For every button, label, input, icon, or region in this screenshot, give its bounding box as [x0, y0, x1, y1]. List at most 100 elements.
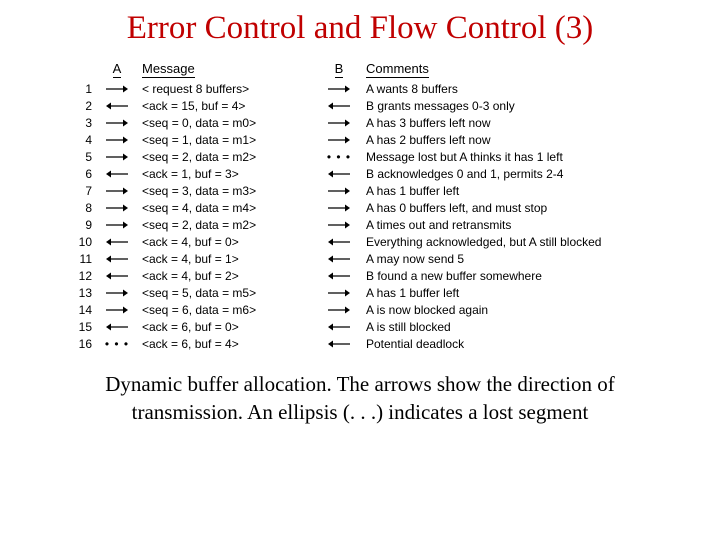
col-b-arrow	[318, 165, 360, 182]
row-number: 10	[60, 233, 98, 250]
table-row: 2 <ack = 15, buf = 4> B grants messages …	[60, 97, 607, 114]
comment-cell: A may now send 5	[360, 250, 607, 267]
comment-cell: A has 3 buffers left now	[360, 114, 607, 131]
arrow-left-icon	[327, 101, 351, 111]
ellipsis-icon: • • •	[327, 150, 351, 164]
message-cell: <ack = 1, buf = 3>	[136, 165, 318, 182]
col-b-arrow	[318, 216, 360, 233]
header-comments: Comments	[360, 61, 607, 80]
buffer-table: A Message B Comments 1 < request 8 buffe…	[60, 61, 607, 352]
arrow-right-icon	[327, 305, 351, 315]
col-a-arrow	[98, 80, 136, 97]
comment-cell: Everything acknowledged, but A still blo…	[360, 233, 607, 250]
arrow-right-icon	[105, 118, 129, 128]
comment-cell: A has 2 buffers left now	[360, 131, 607, 148]
table-body: 1 < request 8 buffers> A wants 8 buffers…	[60, 80, 607, 352]
table-row: 3 <seq = 0, data = m0> A has 3 buffers l…	[60, 114, 607, 131]
table-row: 4 <seq = 1, data = m1> A has 2 buffers l…	[60, 131, 607, 148]
header-blank	[60, 61, 98, 80]
arrow-right-icon	[105, 84, 129, 94]
col-a-arrow	[98, 284, 136, 301]
col-a-arrow	[98, 318, 136, 335]
col-a-arrow	[98, 97, 136, 114]
col-a-arrow	[98, 199, 136, 216]
table-row: 13 <seq = 5, data = m5> A has 1 buffer l…	[60, 284, 607, 301]
arrow-left-icon	[105, 237, 129, 247]
comment-cell: A has 1 buffer left	[360, 182, 607, 199]
row-number: 2	[60, 97, 98, 114]
comment-cell: B found a new buffer somewhere	[360, 267, 607, 284]
col-b-arrow	[318, 131, 360, 148]
row-number: 9	[60, 216, 98, 233]
arrow-right-icon	[105, 203, 129, 213]
caption: Dynamic buffer allocation. The arrows sh…	[50, 370, 670, 427]
row-number: 5	[60, 148, 98, 165]
arrow-right-icon	[327, 84, 351, 94]
col-b-arrow	[318, 267, 360, 284]
row-number: 8	[60, 199, 98, 216]
message-cell: <ack = 6, buf = 0>	[136, 318, 318, 335]
arrow-left-icon	[327, 271, 351, 281]
col-a-arrow	[98, 267, 136, 284]
col-b-arrow	[318, 114, 360, 131]
message-cell: <seq = 5, data = m5>	[136, 284, 318, 301]
header-b: B	[318, 61, 360, 80]
arrow-right-icon	[327, 186, 351, 196]
table-row: 6 <ack = 1, buf = 3> B acknowledges 0 an…	[60, 165, 607, 182]
table-row: 1 < request 8 buffers> A wants 8 buffers	[60, 80, 607, 97]
arrow-right-icon	[327, 288, 351, 298]
message-cell: <seq = 3, data = m3>	[136, 182, 318, 199]
col-a-arrow: • • •	[98, 335, 136, 352]
col-a-arrow	[98, 250, 136, 267]
row-number: 6	[60, 165, 98, 182]
table-row: 9 <seq = 2, data = m2> A times out and r…	[60, 216, 607, 233]
arrow-right-icon	[327, 220, 351, 230]
table-row: 7 <seq = 3, data = m3> A has 1 buffer le…	[60, 182, 607, 199]
row-number: 14	[60, 301, 98, 318]
arrow-right-icon	[105, 220, 129, 230]
table-row: 15 <ack = 6, buf = 0> A is still blocked	[60, 318, 607, 335]
col-a-arrow	[98, 131, 136, 148]
table-row: 14 <seq = 6, data = m6> A is now blocked…	[60, 301, 607, 318]
message-cell: <ack = 6, buf = 4>	[136, 335, 318, 352]
comment-cell: A has 0 buffers left, and must stop	[360, 199, 607, 216]
col-b-arrow	[318, 80, 360, 97]
table-header-row: A Message B Comments	[60, 61, 607, 80]
table-row: 12 <ack = 4, buf = 2> B found a new buff…	[60, 267, 607, 284]
arrow-left-icon	[327, 237, 351, 247]
comment-cell: A is now blocked again	[360, 301, 607, 318]
header-a: A	[98, 61, 136, 80]
message-cell: <ack = 4, buf = 2>	[136, 267, 318, 284]
arrow-left-icon	[105, 169, 129, 179]
row-number: 13	[60, 284, 98, 301]
row-number: 3	[60, 114, 98, 131]
arrow-left-icon	[105, 271, 129, 281]
col-a-arrow	[98, 114, 136, 131]
arrow-left-icon	[327, 322, 351, 332]
col-b-arrow	[318, 182, 360, 199]
arrow-left-icon	[327, 254, 351, 264]
buffer-table-wrap: A Message B Comments 1 < request 8 buffe…	[60, 61, 660, 352]
caption-line-2: transmission. An ellipsis (. . .) indica…	[132, 400, 589, 424]
table-row: 11 <ack = 4, buf = 1> A may now send 5	[60, 250, 607, 267]
col-b-arrow	[318, 250, 360, 267]
table-row: 16 • • • <ack = 6, buf = 4> Potential de…	[60, 335, 607, 352]
arrow-left-icon	[105, 254, 129, 264]
message-cell: <seq = 2, data = m2>	[136, 148, 318, 165]
arrow-right-icon	[105, 152, 129, 162]
arrow-right-icon	[105, 288, 129, 298]
caption-line-1: Dynamic buffer allocation. The arrows sh…	[105, 372, 615, 396]
row-number: 4	[60, 131, 98, 148]
col-b-arrow	[318, 301, 360, 318]
comment-cell: A wants 8 buffers	[360, 80, 607, 97]
arrow-left-icon	[327, 169, 351, 179]
message-cell: <ack = 15, buf = 4>	[136, 97, 318, 114]
arrow-right-icon	[327, 203, 351, 213]
col-b-arrow: • • •	[318, 148, 360, 165]
col-b-arrow	[318, 318, 360, 335]
comment-cell: A is still blocked	[360, 318, 607, 335]
arrow-left-icon	[105, 322, 129, 332]
row-number: 11	[60, 250, 98, 267]
col-a-arrow	[98, 148, 136, 165]
arrow-right-icon	[105, 135, 129, 145]
